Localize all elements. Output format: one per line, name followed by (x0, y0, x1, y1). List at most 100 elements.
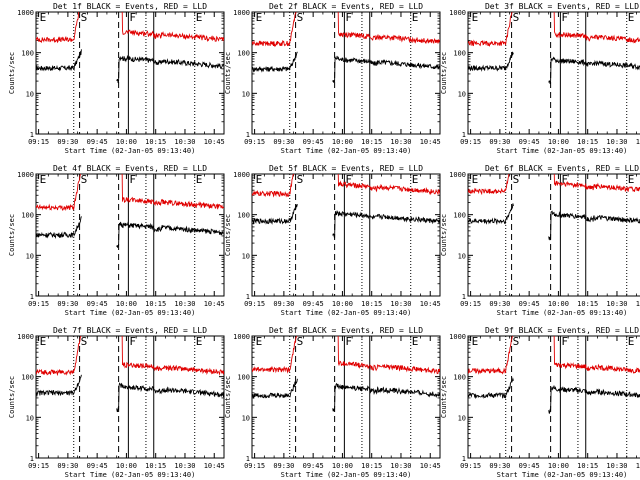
panel-det-7: Det 7f BLACK = Events, RED = LLD 1 10 100 10… (8, 326, 225, 479)
y-tick-label: 1 (462, 455, 466, 463)
x-tick-label: 09:30 (489, 462, 510, 470)
x-tick-label: 10:00 (116, 138, 137, 146)
x-tick-label: 09:15 (460, 462, 481, 470)
y-tick-label: 1 (30, 293, 34, 301)
panel-det-6: Det 6f BLACK = Events, RED = LLD 1 10 100 10… (440, 164, 640, 317)
x-tick-label: 09:30 (489, 300, 510, 308)
series-line-lld (121, 336, 224, 376)
x-tick-label: 09:45 (519, 300, 540, 308)
panel-title: Det 5f BLACK = Events, RED = LLD (269, 164, 423, 173)
panel-title: Det 3f BLACK = Events, RED = LLD (485, 2, 639, 11)
series-line-events (36, 374, 82, 398)
region-label: E (472, 335, 479, 348)
x-tick-label: 10:15 (577, 300, 598, 308)
x-tick-label: 09:45 (87, 138, 108, 146)
region-label: F (129, 173, 136, 186)
y-tick-label: 100 (237, 50, 250, 58)
x-tick-label: 10:45 (204, 300, 225, 308)
y-tick-label: 1000 (17, 333, 34, 341)
x-tick-label: 09:45 (303, 138, 324, 146)
region-label: F (345, 173, 352, 186)
series-line-lld (252, 336, 297, 374)
x-tick-label: 09:45 (303, 300, 324, 308)
series-line-events (332, 210, 440, 239)
region-label: S (513, 173, 520, 186)
series-line-events (468, 377, 514, 400)
region-label: E (412, 173, 419, 186)
x-tick-label: 09:30 (57, 462, 78, 470)
x-tick-label: 10:30 (174, 300, 195, 308)
panel-title: Det 4f BLACK = Events, RED = LLD (53, 164, 207, 173)
x-axis-label: Start Time (02-Jan-05 09:13:40) (497, 147, 628, 155)
series-group (252, 174, 440, 239)
y-tick-label: 10 (242, 252, 250, 260)
x-axis-label: Start Time (02-Jan-05 09:13:40) (497, 309, 628, 317)
series-line-lld (121, 174, 224, 210)
x-tick-label: 09:30 (273, 462, 294, 470)
region-label: E (628, 335, 635, 348)
series-line-events (548, 385, 640, 414)
y-tick-label: 1 (30, 131, 34, 139)
x-tick-label: 10:15 (577, 462, 598, 470)
x-axis-label: Start Time (02-Jan-05 09:13:40) (497, 471, 628, 479)
x-tick-label: 10:15 (577, 138, 598, 146)
x-tick-label: 10:45 (636, 462, 640, 470)
x-axis-label: Start Time (02-Jan-05 09:13:40) (65, 147, 196, 155)
x-tick-label: 10:15 (145, 462, 166, 470)
y-axis-label: Counts/sec (224, 214, 232, 256)
series-line-events (116, 382, 224, 413)
y-axis-label: Counts/sec (440, 376, 448, 418)
axes-frame (35, 173, 225, 297)
x-tick-label: 10:45 (204, 138, 225, 146)
x-tick-label: 09:45 (303, 462, 324, 470)
series-line-events (548, 210, 640, 241)
y-tick-label: 10 (458, 90, 466, 98)
y-tick-label: 1 (246, 455, 250, 463)
series-group (36, 174, 224, 248)
x-tick-label: 10:00 (116, 462, 137, 470)
x-tick-label: 10:00 (332, 462, 353, 470)
x-tick-label: 10:00 (548, 462, 569, 470)
series-line-events (116, 54, 224, 84)
x-tick-label: 10:15 (361, 462, 382, 470)
x-tick-label: 09:15 (28, 300, 49, 308)
x-tick-label: 10:45 (204, 462, 225, 470)
region-label: S (297, 335, 304, 348)
region-label: S (297, 11, 304, 24)
region-label: E (628, 173, 635, 186)
series-line-events (548, 56, 640, 84)
panel-title: Det 6f BLACK = Events, RED = LLD (485, 164, 639, 173)
x-tick-label: 09:45 (519, 462, 540, 470)
y-tick-label: 100 (453, 50, 466, 58)
region-label: E (40, 11, 47, 24)
y-tick-label: 1 (246, 293, 250, 301)
region-label: S (513, 335, 520, 348)
x-tick-label: 10:00 (332, 138, 353, 146)
x-axis-label: Start Time (02-Jan-05 09:13:40) (281, 147, 412, 155)
region-label: E (472, 173, 479, 186)
region-label: E (472, 11, 479, 24)
x-tick-label: 10:15 (361, 138, 382, 146)
series-line-lld (553, 12, 640, 44)
y-tick-label: 100 (237, 212, 250, 220)
series-line-lld (553, 174, 640, 192)
x-tick-label: 09:30 (489, 138, 510, 146)
region-label: E (256, 173, 263, 186)
series-line-lld (337, 174, 440, 196)
region-label: F (561, 11, 568, 24)
y-axis-label: Counts/sec (8, 376, 16, 418)
series-line-lld (252, 12, 297, 48)
series-group (252, 12, 440, 83)
x-tick-label: 09:15 (460, 138, 481, 146)
panel-det-2: Det 2f BLACK = Events, RED = LLD 1 10 100 10… (224, 2, 441, 155)
x-tick-label: 10:00 (116, 300, 137, 308)
series-group (468, 12, 640, 84)
series-line-events (252, 203, 298, 225)
series-line-lld (468, 336, 513, 375)
x-tick-label: 10:00 (548, 138, 569, 146)
x-tick-label: 10:45 (636, 300, 640, 308)
axes-frame (251, 11, 441, 135)
region-label: E (196, 173, 203, 186)
region-label: F (129, 11, 136, 24)
